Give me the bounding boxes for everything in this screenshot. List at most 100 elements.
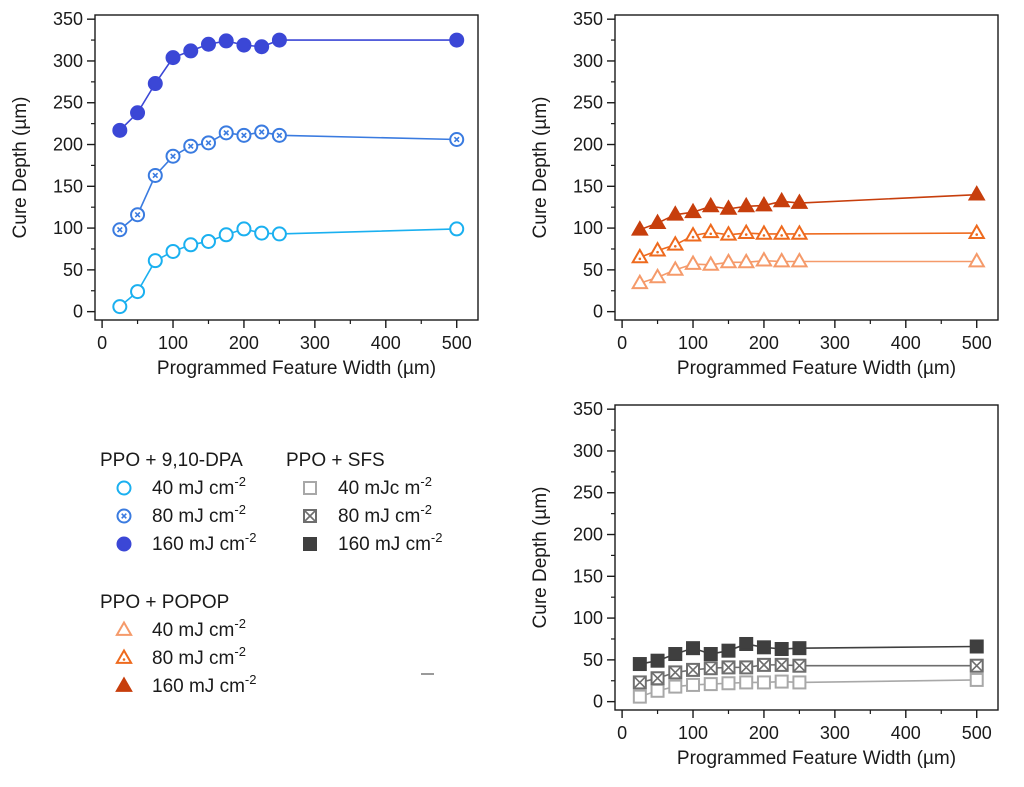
- marker-shape: [755, 251, 773, 267]
- marker-shape: [737, 252, 756, 269]
- x-axis-title: Programmed Feature Width (µm): [157, 358, 436, 379]
- legend-item-label: 80 mJ cm-2: [152, 502, 246, 527]
- marker-shape: [721, 643, 736, 658]
- data-point: [666, 235, 685, 251]
- data-point: [668, 665, 683, 680]
- data-point: [737, 196, 756, 213]
- series-2: [632, 657, 984, 690]
- legend-item-label: 40 mJ cm-2: [152, 616, 246, 641]
- data-point: [668, 647, 683, 662]
- legend-marker: [115, 648, 133, 664]
- data-point: [774, 657, 789, 672]
- legend-item-sup: -2: [234, 616, 246, 631]
- marker-shape: [147, 76, 163, 92]
- marker-shape: [790, 193, 809, 209]
- marker-cross: [134, 211, 141, 218]
- data-point: [183, 237, 199, 253]
- marker-shape: [719, 199, 738, 215]
- marker-shape: [115, 648, 133, 664]
- data-point: [969, 672, 984, 687]
- x-tick-label: 200: [749, 723, 779, 743]
- y-tick-label: 50: [583, 650, 603, 670]
- legend-item-base: 40 mJ cm: [152, 478, 234, 499]
- series-1: [112, 221, 465, 315]
- plot-frame: [614, 404, 999, 711]
- legend-item-label: 80 mJ cm-2: [338, 502, 432, 527]
- y-tick-label: 0: [593, 692, 603, 712]
- legend-item-base: 80 mJ cm: [152, 648, 234, 669]
- marker-shape: [165, 243, 181, 259]
- marker-shape: [183, 43, 199, 59]
- series-3: [112, 32, 465, 138]
- data-point: [183, 43, 199, 59]
- y-tick-label: 300: [53, 51, 83, 71]
- marker-shape: [719, 225, 738, 241]
- marker-cross: [241, 132, 247, 139]
- marker-dot: [673, 244, 677, 248]
- marker-shape: [772, 191, 791, 208]
- legend-item-sup: -2: [245, 530, 257, 545]
- marker-shape: [650, 653, 665, 668]
- marker-shape: [686, 641, 701, 656]
- data-point: [130, 284, 146, 300]
- data-point: [147, 76, 163, 92]
- marker-shape: [792, 641, 807, 656]
- data-point: [165, 50, 181, 66]
- legend-item-sup: -2: [431, 530, 443, 545]
- legend-item-base: 80 mJ cm: [338, 506, 420, 527]
- marker-cross: [116, 226, 123, 233]
- data-point: [756, 640, 771, 655]
- data-point: [790, 193, 809, 209]
- marker-dot: [727, 234, 730, 238]
- marker-shape: [630, 273, 649, 290]
- x-tick-label: 300: [300, 333, 330, 353]
- marker-shape: [218, 33, 234, 49]
- legend-item-label: 160 mJ cm-2: [152, 530, 256, 555]
- data-point: [650, 683, 665, 698]
- marker-shape: [739, 636, 754, 651]
- data-point: [449, 221, 465, 237]
- data-point: [271, 127, 287, 143]
- marker-dot: [691, 235, 695, 239]
- data-point: [666, 260, 685, 276]
- marker-shape: [737, 196, 756, 213]
- series-2: [630, 222, 986, 264]
- data-point: [721, 643, 736, 658]
- series-2: [112, 124, 465, 238]
- data-point: [684, 254, 702, 270]
- legend-group-title: PPO + SFS: [286, 450, 385, 471]
- legend-marker: [303, 537, 317, 551]
- marker-shape: [668, 679, 683, 694]
- data-point: [792, 658, 807, 673]
- y-tick-label: 200: [573, 525, 603, 545]
- marker-cross: [668, 665, 682, 679]
- data-point: [236, 127, 252, 143]
- data-point: [650, 653, 665, 668]
- marker-cross: [258, 129, 265, 135]
- marker-shape: [254, 39, 270, 55]
- marker-shape: [967, 223, 986, 239]
- marker-shape: [792, 675, 807, 690]
- marker-dot: [709, 232, 713, 236]
- data-point: [792, 641, 807, 656]
- data-point: [130, 207, 146, 223]
- marker-shape: [630, 220, 649, 236]
- data-point: [967, 252, 986, 268]
- data-point: [165, 243, 181, 259]
- marker-shape: [648, 241, 667, 257]
- data-point: [668, 679, 683, 694]
- x-tick-label: 0: [617, 333, 627, 353]
- legend-item-sup: -2: [420, 502, 432, 517]
- data-point: [684, 226, 702, 242]
- marker-shape: [130, 105, 146, 121]
- data-point: [721, 676, 736, 691]
- data-point: [165, 148, 181, 164]
- x-tick-label: 500: [962, 333, 992, 353]
- marker-shape: [668, 647, 683, 662]
- marker-dot: [798, 234, 801, 237]
